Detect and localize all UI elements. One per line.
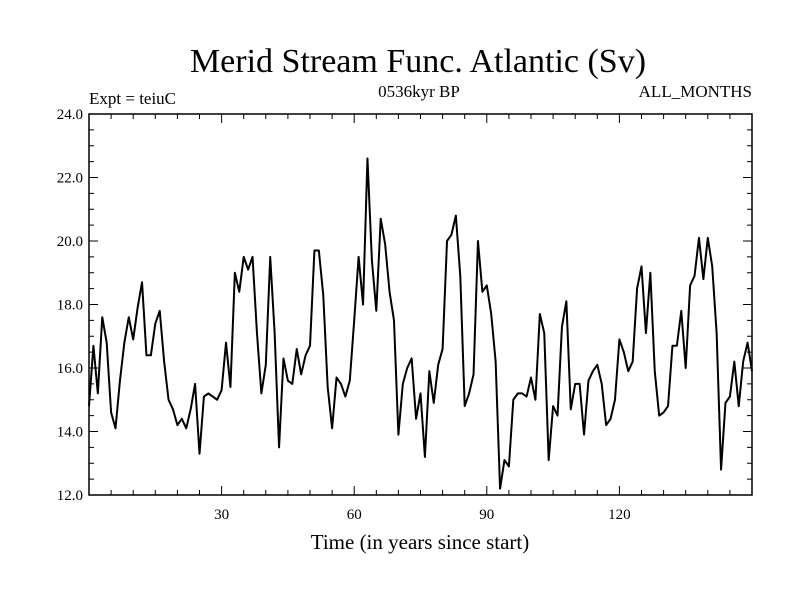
axis-ticks: [89, 113, 752, 496]
y-tick-label: 24.0: [57, 107, 83, 123]
x-tick-label: 60: [347, 507, 362, 523]
y-tick-label: 14.0: [57, 425, 83, 441]
x-tick-label: 120: [608, 507, 631, 523]
chart-title: Merid Stream Func. Atlantic (Sv): [190, 43, 646, 80]
series-line: [88, 157, 753, 490]
plot-frame: [88, 113, 753, 496]
y-tick-label: 18.0: [57, 298, 83, 314]
period-label: 0536kyr BP: [378, 82, 460, 101]
months-label: ALL_MONTHS: [639, 82, 752, 101]
y-tick-label: 22.0: [57, 171, 83, 187]
experiment-label: Expt = teiuC: [89, 89, 176, 108]
x-axis-label: Time (in years since start): [311, 530, 530, 554]
y-tick-label: 12.0: [57, 488, 83, 504]
x-tick-label: 30: [214, 507, 229, 523]
x-axis-tick-labels: 30 60 90 120: [214, 507, 631, 523]
y-axis-tick-labels: 12.0 14.0 16.0 18.0 20.0 22.0 24.0: [57, 107, 83, 504]
y-tick-label: 16.0: [57, 361, 83, 377]
x-tick-label: 90: [479, 507, 494, 523]
y-tick-label: 20.0: [57, 234, 83, 250]
